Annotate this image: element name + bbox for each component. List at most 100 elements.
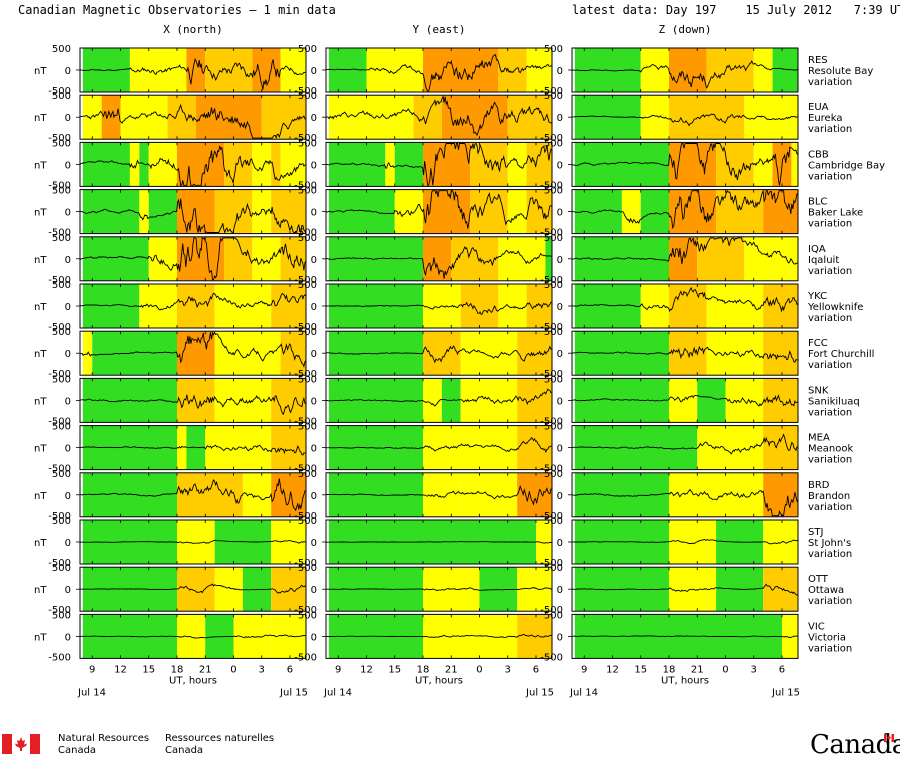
date-start-label: Jul 14: [569, 687, 598, 698]
nrc-en-line2: Canada: [58, 745, 97, 756]
activity-band: [422, 378, 442, 423]
station-variation-label: variation: [808, 643, 852, 654]
y-tick-label: 500: [298, 233, 317, 244]
y-tick-label: 0: [65, 160, 71, 171]
y-tick-label: 0: [65, 491, 71, 502]
y-tick-label: 500: [298, 422, 317, 433]
x-tick-label: 12: [114, 664, 127, 675]
y-axis-label: nT: [34, 66, 47, 77]
y-tick-label: 500: [298, 327, 317, 338]
y-tick-label: -500: [540, 605, 563, 616]
station-name: Sanikiluaq: [808, 396, 860, 407]
trace-line: [325, 245, 553, 279]
y-tick-label: 0: [311, 66, 317, 77]
x-tick-label: 3: [505, 664, 511, 675]
y-tick-label: 500: [544, 233, 563, 244]
y-tick-label: 0: [557, 113, 563, 124]
station-variation-label: variation: [808, 171, 852, 182]
station-code: STJ: [808, 527, 823, 538]
y-tick-label: 500: [52, 91, 71, 102]
activity-band: [640, 48, 669, 92]
y-tick-label: 500: [298, 374, 317, 385]
station-code: OTT: [808, 574, 829, 585]
trace-line: [79, 145, 307, 186]
activity-band: [668, 48, 707, 92]
station-variation-label: variation: [808, 313, 852, 324]
latest-data-label: latest data: Day 197 15 July 2012 7:39 U…: [572, 3, 900, 17]
activity-band: [148, 189, 177, 234]
x-tick-label: 21: [691, 664, 704, 675]
activity-band: [422, 331, 461, 376]
station-variation-label: variation: [808, 455, 852, 466]
trace-line: [571, 286, 799, 313]
trace-line: [571, 345, 799, 363]
activity-band: [460, 284, 499, 328]
y-tick-label: -500: [540, 416, 563, 427]
y-tick-label: 0: [65, 349, 71, 360]
station-variation-label: variation: [808, 407, 852, 418]
x-tick-label: 0: [230, 664, 236, 675]
activity-band: [129, 48, 187, 92]
x-tick-label: 18: [417, 664, 430, 675]
x-axis-label: UT, hours: [661, 675, 709, 686]
x-tick-label: 15: [388, 664, 401, 675]
activity-band: [706, 284, 764, 328]
y-tick-label: 500: [544, 327, 563, 338]
station-name: Baker Lake: [808, 208, 863, 219]
x-tick-label: 9: [335, 664, 341, 675]
y-tick-label: -500: [540, 275, 563, 286]
activity-band: [214, 284, 272, 328]
y-tick-label: 0: [557, 208, 563, 219]
activity-band: [176, 331, 215, 376]
activity-band: [498, 284, 527, 328]
trace-line: [571, 113, 799, 127]
y-tick-label: -500: [540, 464, 563, 475]
activity-band: [148, 236, 177, 281]
trace-line: [79, 394, 307, 416]
activity-band: [271, 520, 306, 564]
column-header: X (north): [163, 23, 223, 36]
x-tick-label: 3: [751, 664, 757, 675]
station-code: EUA: [808, 102, 829, 113]
activity-band: [242, 472, 272, 517]
activity-band: [763, 284, 798, 328]
station-variation-label: variation: [808, 124, 852, 135]
y-tick-label: 0: [557, 444, 563, 455]
activity-band: [668, 284, 707, 328]
y-tick-label: -500: [48, 228, 71, 239]
trace-line: [80, 444, 307, 456]
activity-band: [261, 95, 306, 140]
y-tick-label: 500: [544, 610, 563, 621]
y-tick-label: -500: [294, 180, 317, 191]
y-tick-label: 0: [311, 160, 317, 171]
x-tick-label: 9: [89, 664, 95, 675]
activity-band: [781, 614, 798, 659]
y-tick-label: 0: [65, 444, 71, 455]
activity-band: [92, 331, 177, 376]
x-tick-label: 0: [476, 664, 482, 675]
activity-band: [139, 189, 149, 234]
activity-band: [176, 567, 215, 612]
station-name: Resolute Bay: [808, 66, 873, 77]
y-tick-label: -500: [294, 652, 317, 663]
y-tick-label: 500: [298, 563, 317, 574]
y-axis-label: nT: [34, 491, 47, 502]
activity-band: [744, 236, 773, 281]
activity-band: [545, 236, 552, 281]
y-tick-label: 0: [557, 396, 563, 407]
y-tick-label: 500: [544, 516, 563, 527]
y-tick-label: 500: [298, 44, 317, 55]
y-tick-label: 500: [544, 186, 563, 197]
activity-band: [82, 236, 149, 281]
station-name: Cambridge Bay: [808, 160, 885, 171]
activity-band: [535, 520, 552, 564]
y-tick-label: -500: [540, 86, 563, 97]
y-tick-label: -500: [294, 605, 317, 616]
trace-line: [325, 345, 552, 364]
activity-band: [422, 425, 518, 470]
y-tick-label: 500: [298, 469, 317, 480]
activity-band: [763, 378, 798, 423]
y-tick-label: 0: [311, 396, 317, 407]
activity-band: [224, 236, 253, 281]
